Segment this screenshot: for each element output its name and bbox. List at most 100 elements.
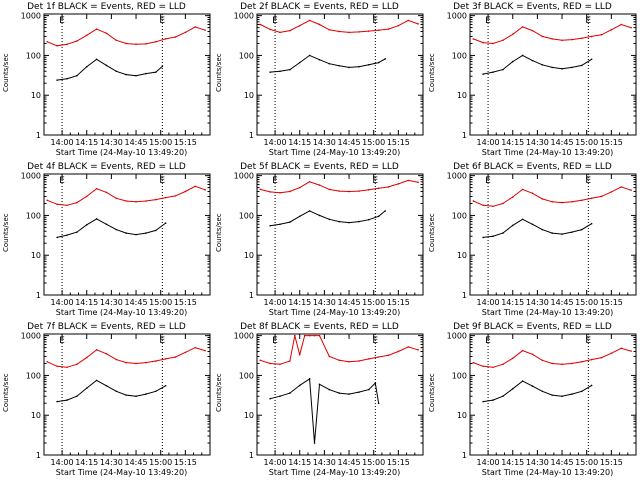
lld-data-point [86, 357, 88, 359]
detector-panel-2: Det 2f BLACK = Events, RED = LLDCounts/s… [213, 0, 426, 160]
events-data-point [56, 79, 58, 81]
lld-data-point [581, 200, 583, 202]
events-data-point [512, 225, 514, 227]
y-tick-label: 10 [457, 411, 467, 420]
detector-panel-9: Det 9f BLACK = Events, RED = LLDCounts/s… [426, 320, 639, 480]
events-data-point [299, 385, 301, 387]
lld-data-point [56, 365, 58, 367]
lld-data-point [417, 23, 419, 25]
lld-data-point [56, 45, 58, 47]
y-tick-label: 100 [26, 371, 41, 380]
x-tick-label: 14:00 [51, 298, 74, 307]
events-data-point [532, 385, 534, 387]
lld-data-point [551, 38, 553, 40]
lld-data-point [289, 360, 291, 362]
events-data-point [289, 69, 291, 71]
x-tick-label: 14:30 [313, 138, 336, 147]
lld-data-point [591, 36, 593, 38]
lld-data-point [106, 353, 108, 355]
events-data-point [86, 387, 88, 389]
lld-data-point [581, 361, 583, 363]
lld-data-point [299, 25, 301, 27]
lld-data-point [279, 364, 281, 366]
y-tick-label: 100 [239, 211, 254, 220]
lld-data-point [204, 350, 206, 352]
x-tick-label: 15:00 [362, 138, 385, 147]
lld-data-point [46, 41, 48, 43]
lld-data-point [165, 358, 167, 360]
lld-data-point [378, 188, 380, 190]
lld-data-point [269, 29, 271, 31]
events-data-point [378, 62, 380, 64]
lld-data-point [145, 43, 147, 45]
events-data-point [135, 395, 137, 397]
chart-svg: 110100100014:0014:1514:3014:4515:0015:15… [426, 0, 639, 160]
lld-data-point [417, 182, 419, 184]
lld-data-point [630, 27, 632, 29]
lld-data-point [76, 40, 78, 42]
lld-data-point [542, 360, 544, 362]
events-data-point [532, 223, 534, 225]
lld-data-point [125, 43, 127, 45]
chart-svg: 110100100014:0014:1514:3014:4515:0015:15… [0, 320, 213, 480]
lld-data-point [116, 359, 118, 361]
chart-svg: 110100100014:0014:1514:3014:4515:0015:15… [213, 160, 426, 320]
events-data-point [314, 442, 316, 444]
lld-data-point [502, 364, 504, 366]
events-data-point [502, 69, 504, 71]
y-tick-label: 1000 [21, 332, 41, 341]
lld-data-point [96, 28, 98, 30]
events-data-point [542, 229, 544, 231]
events-data-point [56, 401, 58, 403]
lld-data-point [269, 191, 271, 193]
x-tick-label: 14:30 [313, 298, 336, 307]
events-data-point [162, 66, 164, 68]
lld-series-line [260, 20, 418, 32]
event-marker-label: E [485, 336, 491, 346]
events-data-point [329, 218, 331, 220]
lld-data-point [561, 364, 563, 366]
events-data-point [378, 402, 380, 404]
lld-data-point [319, 184, 321, 186]
lld-data-point [542, 36, 544, 38]
x-tick-label: 14:15 [501, 138, 524, 147]
lld-data-point [259, 189, 261, 191]
lld-data-point [512, 196, 514, 198]
events-data-point [106, 223, 108, 225]
event-marker-label: E [485, 16, 491, 26]
events-data-point [145, 232, 147, 234]
lld-data-point [145, 200, 147, 202]
x-tick-label: 15:00 [149, 138, 172, 147]
lld-data-point [492, 205, 494, 207]
events-data-point [145, 393, 147, 395]
y-tick-label: 1000 [447, 12, 467, 21]
lld-data-point [620, 24, 622, 26]
events-data-point [76, 395, 78, 397]
chart-svg: 110100100014:0014:1514:3014:4515:0015:15… [0, 0, 213, 160]
event-marker-label: E [159, 336, 165, 346]
events-data-point [135, 75, 137, 77]
x-tick-label: 14:30 [313, 458, 336, 467]
events-data-point [482, 237, 484, 239]
y-tick-label: 100 [452, 51, 467, 60]
lld-data-point [532, 353, 534, 355]
x-tick-label: 14:15 [75, 458, 98, 467]
x-tick-label: 14:00 [51, 138, 74, 147]
events-data-point [542, 390, 544, 392]
events-data-point [581, 390, 583, 392]
plot-frame [470, 14, 636, 135]
lld-data-point [135, 44, 137, 46]
events-data-point [348, 222, 350, 224]
x-tick-label: 14:15 [288, 458, 311, 467]
lld-data-point [309, 20, 311, 22]
lld-data-point [96, 188, 98, 190]
x-tick-label: 14:15 [75, 298, 98, 307]
lld-data-point [259, 360, 261, 362]
chart-svg: 110100100014:0014:1514:3014:4515:0015:15… [426, 320, 639, 480]
events-data-point [329, 389, 331, 391]
lld-data-point [601, 34, 603, 36]
events-data-point [358, 66, 360, 68]
events-data-point [279, 70, 281, 72]
x-tick-label: 14:00 [51, 458, 74, 467]
events-data-point [76, 231, 78, 233]
